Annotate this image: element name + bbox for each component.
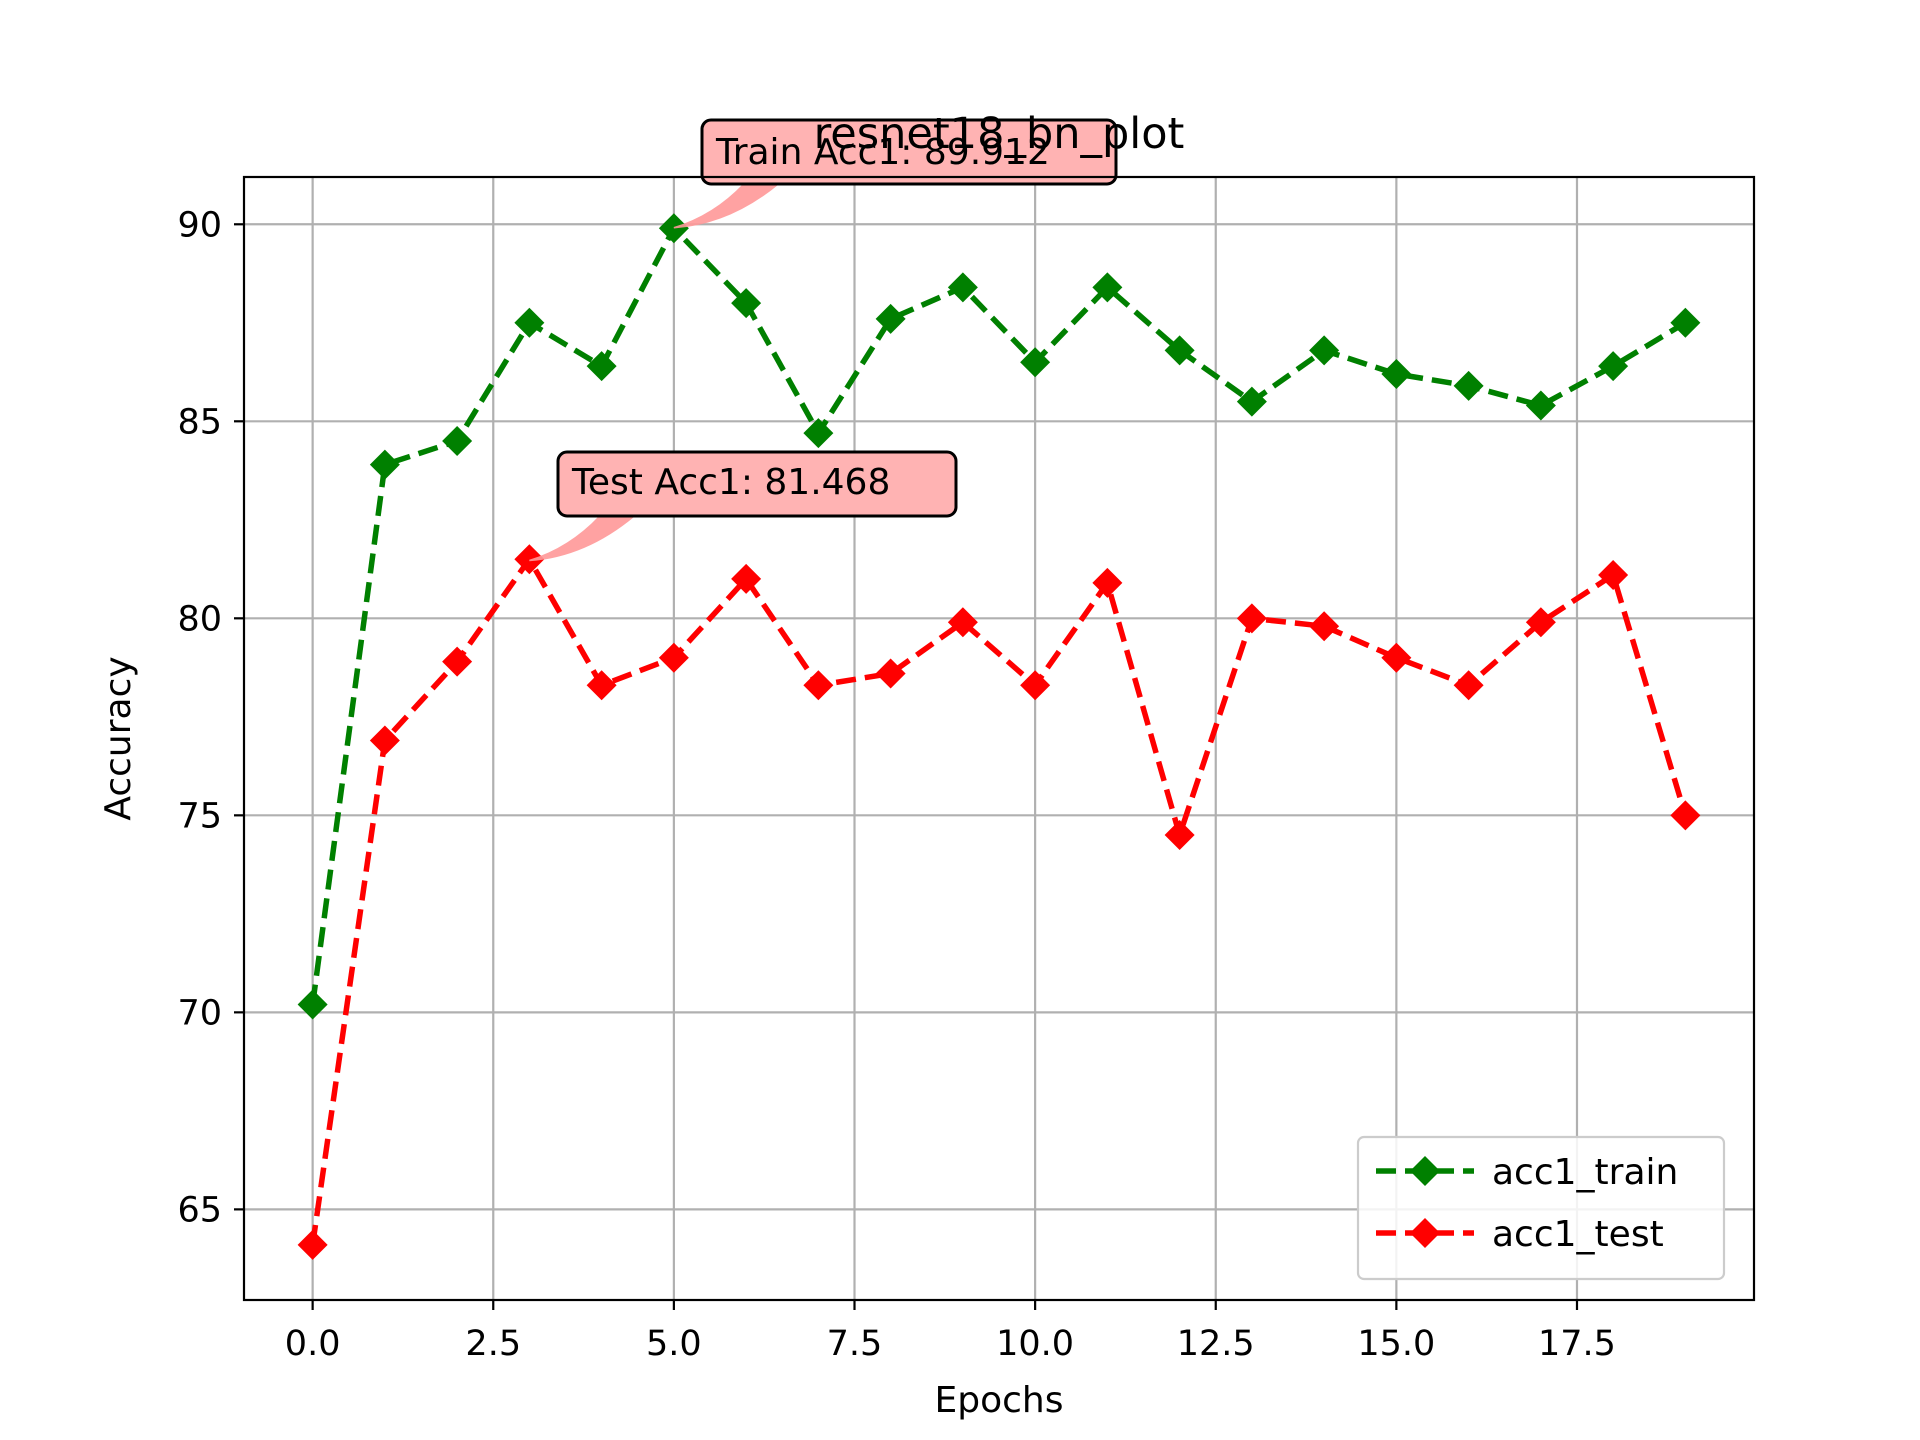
x-tick-label: 5.0 xyxy=(646,1324,702,1364)
axis-ticks: 0.0 2.5 5.0 7.5 10.0 12.5 15.0 17.5 65 70 75 80 85 90 xyxy=(177,205,1616,1364)
x-tick-label: 10.0 xyxy=(996,1324,1074,1364)
acc1_train-point xyxy=(1164,335,1195,366)
acc1_train-point xyxy=(1525,390,1556,421)
acc1_test-point xyxy=(731,563,762,594)
acc1_test-point xyxy=(947,607,978,638)
acc1_train-point xyxy=(875,303,906,334)
annotation-label: Train Acc1: 89.912 xyxy=(715,132,1050,173)
acc1_train-point xyxy=(1309,335,1340,366)
legend-label: acc1_train xyxy=(1492,1152,1678,1193)
acc1_test-point xyxy=(1670,800,1701,831)
acc1_train-point xyxy=(514,307,545,338)
y-tick-label: 75 xyxy=(177,796,222,836)
legend-label: acc1_test xyxy=(1492,1214,1664,1255)
acc1_test-point xyxy=(803,670,834,701)
acc1_train-point xyxy=(731,288,762,319)
acc1_train-point xyxy=(1020,347,1051,378)
acc1_train-point xyxy=(1453,370,1484,401)
y-tick-label: 80 xyxy=(177,599,222,639)
acc1_train-point xyxy=(297,989,328,1020)
acc1_test-point xyxy=(586,670,617,701)
x-tick-label: 17.5 xyxy=(1538,1324,1616,1364)
y-tick-label: 65 xyxy=(177,1190,222,1230)
legend-swatch-marker xyxy=(1410,1156,1440,1186)
x-tick-label: 7.5 xyxy=(827,1324,883,1364)
acc1_train-point xyxy=(369,449,400,480)
series-group xyxy=(297,213,1701,1260)
y-axis-title: Accuracy xyxy=(98,656,139,820)
acc1_train-point xyxy=(1236,386,1267,417)
legend-swatch-marker xyxy=(1410,1218,1440,1248)
acc1_test-point xyxy=(297,1229,328,1260)
acc1_test-point xyxy=(658,642,689,673)
annotation-label: Test Acc1: 81.468 xyxy=(571,462,890,503)
x-tick-label: 15.0 xyxy=(1357,1324,1435,1364)
x-tick-label: 12.5 xyxy=(1177,1324,1255,1364)
legend: acc1_train acc1_test xyxy=(1356,1135,1726,1281)
acc1_test-point xyxy=(514,544,545,575)
acc1_test-point xyxy=(1164,820,1195,851)
grid xyxy=(244,177,1754,1300)
acc1_test-point xyxy=(875,658,906,689)
acc1_train-point xyxy=(1598,351,1629,382)
acc1_train-point xyxy=(442,426,473,457)
acc1_test-point xyxy=(1309,611,1340,642)
acc1_test-point xyxy=(1381,642,1412,673)
annotation-box xyxy=(556,450,958,518)
acc1_train-point xyxy=(586,351,617,382)
annotation-group: Train Acc1: 89.912 Test Acc1: 81.468 xyxy=(529,118,1118,562)
annotation-box xyxy=(700,118,1118,186)
acc1_train-point xyxy=(803,418,834,449)
acc1_test-point xyxy=(369,725,400,756)
x-axis-title: Epochs xyxy=(935,1380,1064,1421)
acc1_train-point xyxy=(947,272,978,303)
acc1_test-point xyxy=(1236,603,1267,634)
chart-title: resnet18_bn_plot xyxy=(814,109,1185,159)
acc1_test-point xyxy=(1598,559,1629,590)
x-tick-label: 2.5 xyxy=(465,1324,521,1364)
acc1_train-line xyxy=(309,225,1687,1005)
y-tick-label: 85 xyxy=(177,402,222,442)
plot-frame xyxy=(242,175,1756,1302)
acc1_test-point xyxy=(442,646,473,677)
acc1_test-line xyxy=(309,556,1688,1246)
acc1_train-point xyxy=(1670,307,1701,338)
acc1_test-point xyxy=(1525,607,1556,638)
acc1_train-point xyxy=(1092,272,1123,303)
acc1_test-point xyxy=(1020,670,1051,701)
acc1_test-point xyxy=(1092,567,1123,598)
acc1_test-point xyxy=(1453,670,1484,701)
y-tick-label: 70 xyxy=(177,993,222,1033)
y-tick-label: 90 xyxy=(177,205,222,245)
acc1_train-point xyxy=(1381,359,1412,390)
acc1_train-point xyxy=(658,213,689,244)
x-tick-label: 0.0 xyxy=(285,1324,341,1364)
